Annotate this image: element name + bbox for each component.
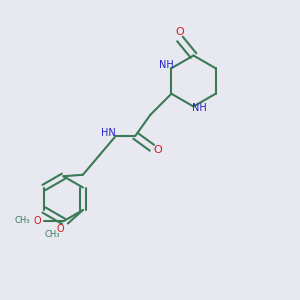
Text: O: O (176, 27, 184, 38)
Text: HN: HN (101, 128, 116, 138)
Text: CH₃: CH₃ (15, 216, 30, 225)
Text: O: O (34, 216, 41, 226)
Text: CH₃: CH₃ (44, 230, 59, 238)
Text: O: O (57, 224, 64, 234)
Text: NH: NH (159, 60, 173, 70)
Text: NH: NH (192, 103, 207, 113)
Text: O: O (153, 145, 162, 155)
